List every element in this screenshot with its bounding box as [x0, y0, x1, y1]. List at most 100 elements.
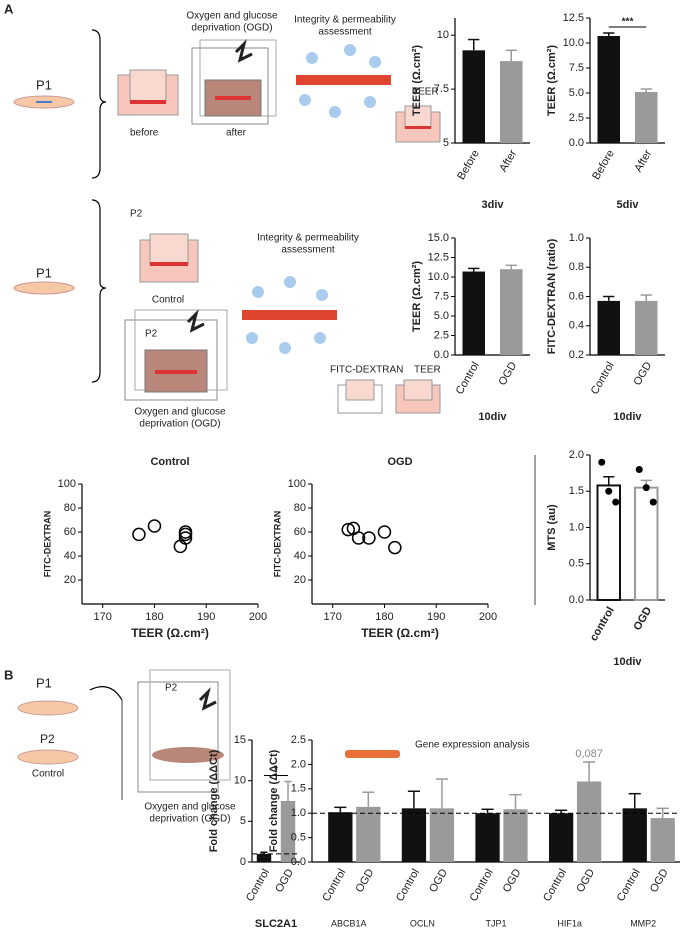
- bar: [462, 50, 485, 143]
- x-tick-label: OGD: [648, 867, 671, 895]
- ogd-chamber: [137, 669, 231, 793]
- ogd-label: Oxygen and glucose: [144, 802, 236, 813]
- x-tick-label: OGD: [501, 867, 524, 895]
- y-tick-label: 40: [64, 550, 76, 562]
- x-tick-label: After: [497, 148, 519, 174]
- y-tick-label: 80: [64, 502, 76, 514]
- x-tick-label: OGD: [574, 867, 597, 895]
- x-tick-label: OGD: [496, 360, 519, 388]
- fitc-label: FITC-DEXTRAN: [330, 365, 403, 376]
- chart-title: Control: [150, 456, 189, 468]
- annotation: 0,087: [575, 748, 603, 760]
- data-point: [362, 531, 376, 545]
- y-tick-label: 0.2: [569, 349, 584, 361]
- x-tick-label: 180: [375, 611, 393, 623]
- x-axis-label: TEER (Ω.cm²): [361, 626, 439, 640]
- bracket: [91, 199, 107, 383]
- bar: [475, 813, 500, 862]
- x-tick-label: Before: [590, 148, 617, 182]
- x-tick-label: Control: [615, 867, 643, 904]
- data-point: [377, 525, 392, 539]
- y-tick-label: 10: [437, 29, 449, 41]
- y-tick-label: 0.4: [569, 320, 584, 332]
- y-tick-label: 10.0: [428, 271, 449, 283]
- transwell: [395, 105, 441, 143]
- y-axis-label: Fold change (ΔΔCt): [268, 749, 280, 852]
- bar: [548, 813, 574, 862]
- x-tick-label: OGD: [353, 867, 376, 895]
- bar: [635, 300, 658, 355]
- transwell: [337, 379, 441, 414]
- bar: [597, 300, 620, 355]
- data-point: [649, 498, 657, 506]
- bar: [635, 92, 658, 143]
- annotation: ***: [622, 17, 634, 28]
- y-tick-label: 12.5: [563, 12, 584, 24]
- y-tick-label: 1.0: [291, 807, 306, 819]
- bar: [401, 808, 427, 862]
- teer-label: TEER: [412, 87, 439, 98]
- ogd-label: deprivation (OGD): [149, 814, 230, 825]
- y-tick-label: 5: [443, 137, 449, 149]
- y-tick-label: 1.5: [569, 485, 584, 497]
- y-tick-label: 80: [294, 502, 306, 514]
- category-label: ABCB1A: [331, 918, 367, 928]
- bar: [503, 809, 528, 862]
- y-tick-label: 15.0: [428, 232, 449, 244]
- x-axis-label: TEER (Ω.cm²): [131, 626, 209, 640]
- data-point: [612, 498, 620, 506]
- y-tick-label: 10: [234, 775, 246, 787]
- x-axis-label: 10div: [613, 411, 642, 423]
- dish: [17, 700, 79, 716]
- bar: [328, 812, 353, 862]
- y-tick-label: 2.5: [434, 329, 449, 341]
- data-point: [642, 484, 650, 492]
- p2-label: P2: [145, 329, 158, 340]
- y-tick-label: 2.5: [291, 734, 306, 746]
- y-axis-label: FITC-DEXTRAN: [272, 511, 282, 578]
- y-tick-label: 7.5: [434, 83, 449, 95]
- y-tick-label: 15: [234, 734, 246, 746]
- y-axis-label: MTS (au): [546, 504, 558, 551]
- x-tick-label: After: [632, 148, 654, 174]
- x-tick-label: 190: [197, 611, 215, 623]
- x-tick-label: 180: [145, 611, 163, 623]
- y-tick-label: 0.8: [569, 261, 584, 273]
- x-tick-label: OGD: [631, 605, 654, 633]
- y-tick-label: 0.6: [569, 290, 584, 302]
- bar: [280, 801, 296, 862]
- y-tick-label: 20: [294, 574, 306, 586]
- y-tick-label: 60: [294, 526, 306, 538]
- permeability-icon: [296, 44, 391, 118]
- gene-label: Gene expression analysis: [415, 740, 530, 751]
- x-tick-label: OGD: [427, 867, 450, 895]
- ogd-label: deprivation (OGD): [139, 419, 220, 430]
- y-tick-label: 60: [64, 526, 76, 538]
- data-point: [598, 458, 606, 466]
- x-tick-label: OGD: [273, 867, 296, 895]
- p1-label: P1: [36, 77, 52, 92]
- x-tick-label: 200: [249, 611, 267, 623]
- bar: [356, 806, 381, 862]
- y-tick-label: 2.0: [291, 758, 306, 770]
- ogd-label: deprivation (OGD): [191, 23, 272, 34]
- y-tick-label: 10.0: [563, 37, 584, 49]
- y-tick-label: 40: [294, 550, 306, 562]
- dish: [13, 281, 75, 295]
- x-tick-label: Control: [468, 867, 496, 904]
- p1-label: P1: [36, 675, 52, 690]
- bar: [500, 61, 523, 143]
- y-tick-label: 0.0: [434, 349, 449, 361]
- annotation: *: [274, 765, 278, 776]
- dish: [17, 749, 79, 765]
- integrity-label: assessment: [318, 27, 372, 38]
- x-axis-label: SLC2A1: [255, 918, 297, 930]
- x-tick-label: 170: [324, 611, 342, 623]
- bar: [576, 781, 602, 862]
- integrity-label: assessment: [281, 245, 335, 256]
- y-tick-label: 7.5: [569, 62, 584, 74]
- ogd-label: Oxygen and glucose: [134, 407, 226, 418]
- panel-label: A: [4, 1, 14, 16]
- y-tick-label: 5.0: [434, 310, 449, 322]
